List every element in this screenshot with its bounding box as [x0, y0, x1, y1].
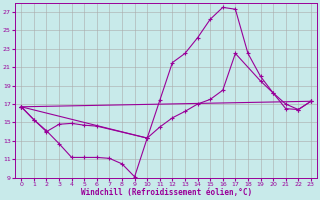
X-axis label: Windchill (Refroidissement éolien,°C): Windchill (Refroidissement éolien,°C): [81, 188, 252, 197]
